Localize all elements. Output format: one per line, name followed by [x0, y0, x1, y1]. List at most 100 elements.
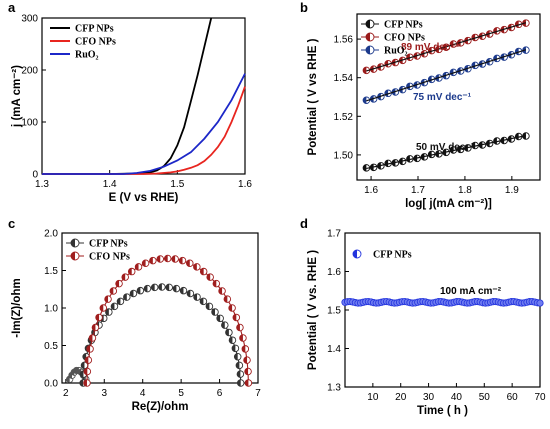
- x-tick-label: 20: [395, 392, 407, 403]
- data-point: [228, 304, 236, 312]
- data-point: [507, 50, 516, 59]
- y-tick-label: 1.3: [327, 383, 341, 394]
- data-point: [123, 293, 131, 301]
- legend-marker: [365, 19, 375, 29]
- data-point: [143, 284, 152, 293]
- series-line-cfo-nps: [42, 86, 246, 175]
- data-point: [211, 308, 219, 316]
- data-point: [206, 273, 214, 281]
- data-point: [134, 263, 143, 271]
- tafel-slope-label: 50 mV dec⁻¹: [416, 142, 475, 153]
- legend-marker: [352, 249, 362, 259]
- data-point: [232, 313, 241, 322]
- data-point: [178, 256, 187, 265]
- series-line: [86, 257, 249, 384]
- data-point: [236, 370, 245, 378]
- data-point: [91, 323, 100, 332]
- panel-b: b 1.6 1.7 1.8 1.9 1.50 1.52 1.54 1.56 log[ j(mA c…: [300, 0, 541, 210]
- y-axis-label-d: Potential ( V vs. RHE ): [307, 250, 319, 370]
- data-point: [228, 336, 237, 344]
- x-tick-label: 5: [178, 388, 184, 399]
- y-tick-label: 0.5: [44, 341, 58, 352]
- data-point: [88, 334, 97, 342]
- x-tick-label: 7: [255, 388, 261, 399]
- x-tick-label: 30: [423, 392, 435, 403]
- data-point: [121, 273, 129, 281]
- data-point: [104, 295, 112, 303]
- x-axis-label-a: E (V vs RHE): [109, 192, 179, 204]
- panel-c: c 2 3 4 5 6 7 0.0 0.5 1.0 1.5 2.0 Re(Z)/ohm -Im(Z)/oh…: [8, 216, 261, 413]
- x-tick-label: 1.9: [505, 185, 519, 196]
- y-tick-label: 1.52: [334, 112, 354, 123]
- series-line-ruo-: [42, 73, 246, 175]
- data-point: [218, 287, 226, 295]
- data-point: [172, 284, 181, 293]
- x-tick-label: 1.3: [35, 179, 49, 190]
- y-axis-label-c: -Im(Z)/ohm: [11, 278, 23, 337]
- fit-line: [366, 22, 527, 72]
- data-point: [243, 356, 251, 364]
- x-tick-label: 1.4: [103, 179, 117, 190]
- data-point: [165, 283, 173, 292]
- x-tick-label: 1.7: [411, 185, 425, 196]
- legend-entry: CFP NPs: [384, 20, 423, 31]
- series-2: [362, 46, 530, 105]
- y-tick-label: 1.4: [327, 344, 341, 355]
- current-density-annotation: 100 mA cm⁻²: [440, 286, 502, 297]
- data-point: [171, 255, 179, 263]
- data-point: [141, 259, 150, 268]
- panel-d: d 10 20 30 40 50 60 70 1.3 1.4 1.5 1.6 1.7 Time ( h )…: [300, 216, 546, 417]
- data-point: [369, 65, 378, 73]
- data-point: [193, 293, 201, 301]
- x-tick-label: 70: [534, 392, 546, 403]
- y-tick-label: 1.56: [334, 35, 354, 46]
- data-point: [83, 367, 92, 376]
- legend-entry: CFO NPs: [89, 252, 130, 263]
- x-axis-label-d: Time ( h ): [417, 405, 468, 417]
- data-point: [212, 279, 221, 288]
- y-tick-label: 1.0: [44, 304, 58, 315]
- legend-entry: CFO NPs: [384, 33, 425, 44]
- legend-entry: RuO₂: [384, 46, 408, 57]
- legend-entry: CFP NPs: [89, 239, 128, 250]
- y-tick-label: 100: [21, 118, 38, 129]
- x-tick-label: 4: [140, 388, 146, 399]
- data-point: [110, 302, 119, 311]
- x-tick-label: 40: [451, 392, 463, 403]
- data-point: [199, 267, 208, 276]
- data-point: [241, 345, 250, 353]
- x-tick-label: 2: [63, 388, 69, 399]
- legend-entry: CFP NPs: [373, 250, 412, 261]
- panel-a: a 1.3 1.4 1.5 1.6 0 100 200 300 E (V vs RHE) j (mA…: [8, 0, 252, 204]
- data-point: [129, 289, 138, 298]
- y-tick-label: 1.6: [327, 267, 341, 278]
- data-point: [244, 367, 252, 376]
- series-0: [341, 297, 544, 307]
- data-point: [105, 308, 113, 316]
- legend-entry: CFP NPs: [75, 24, 114, 35]
- x-tick-label: 3: [101, 388, 107, 399]
- data-point: [83, 379, 91, 387]
- data-point: [136, 286, 145, 295]
- x-tick-label: 6: [217, 388, 223, 399]
- y-tick-label: 0: [32, 170, 38, 181]
- data-point: [95, 313, 103, 322]
- data-point: [115, 279, 123, 288]
- y-tick-label: 1.5: [44, 266, 58, 277]
- data-point: [205, 302, 214, 311]
- tafel-slope-label: 75 mV dec⁻¹: [413, 92, 472, 103]
- data-point: [186, 259, 194, 268]
- data-point: [236, 379, 245, 387]
- legend-entry: CFO NPs: [75, 37, 116, 48]
- y-tick-label: 1.5: [327, 306, 341, 317]
- data-point: [216, 314, 224, 323]
- data-point: [536, 299, 544, 307]
- y-axis-label-b: Potential ( V vs RHE ): [307, 38, 319, 155]
- data-point: [244, 379, 253, 387]
- x-tick-label: 50: [479, 392, 491, 403]
- data-point: [199, 297, 208, 306]
- data-point: [109, 287, 118, 295]
- y-tick-label: 1.50: [334, 150, 354, 161]
- fit-line: [366, 135, 527, 170]
